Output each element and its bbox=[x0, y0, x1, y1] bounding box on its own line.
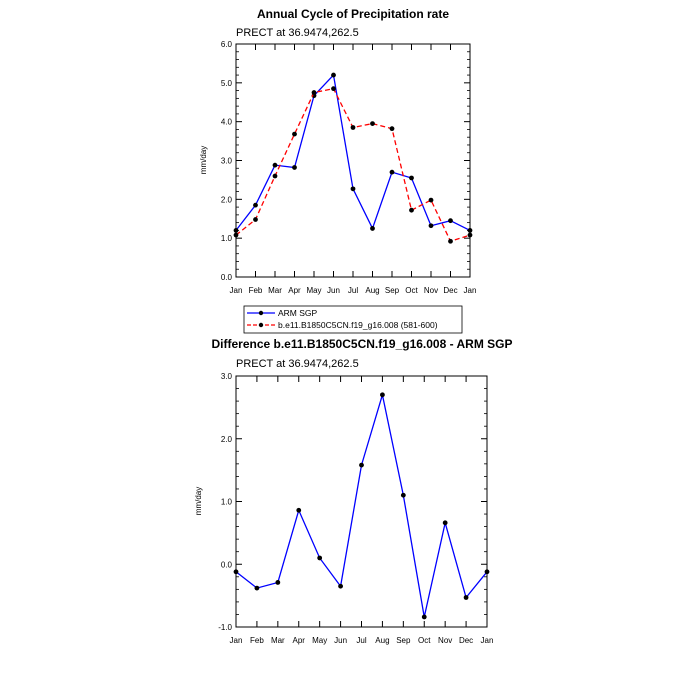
chart1-series-1-point bbox=[370, 226, 375, 231]
chart1-ytick-label: 0.0 bbox=[221, 273, 233, 282]
chart1-series-1-point bbox=[253, 202, 258, 208]
chart1-series-1-point bbox=[272, 162, 278, 168]
chart1-ytick-label: 3.0 bbox=[221, 157, 233, 166]
chart2-ytick-label: 3.0 bbox=[221, 372, 233, 381]
chart1-xtick-label: May bbox=[306, 286, 321, 295]
chart1-xtick-label: Apr bbox=[288, 286, 301, 295]
chart2-series-1-point bbox=[338, 583, 343, 589]
chart1-xtick-label: Jan bbox=[464, 286, 477, 295]
chart2-series-1-point bbox=[254, 585, 260, 591]
chart1-series-2-point bbox=[311, 90, 317, 95]
chart1-series-1-point bbox=[292, 165, 297, 170]
chart1-xtick-label: Mar bbox=[268, 286, 282, 295]
chart1-frame bbox=[235, 43, 471, 278]
chart2-series-1-point bbox=[442, 520, 448, 526]
chart1-xtick-label: Sep bbox=[385, 286, 400, 295]
chart2-ytick-label: 0.0 bbox=[221, 560, 233, 569]
chart2-ytick-label: -1.0 bbox=[218, 623, 232, 632]
chart1-series-2-point bbox=[253, 217, 258, 222]
chart2-series-1-point bbox=[359, 462, 364, 468]
chart1-xtick-label: Feb bbox=[249, 286, 263, 295]
chart1-series-1-point bbox=[389, 169, 395, 175]
chart1-xtick-label: Jun bbox=[327, 286, 340, 295]
chart1-series-line-1 bbox=[235, 73, 471, 231]
chart2-xtick-label: Feb bbox=[250, 636, 264, 645]
chart1-series-1-point bbox=[331, 72, 336, 78]
chart2-series-1-point bbox=[463, 595, 469, 600]
legend-arm-label: ARM SGP bbox=[278, 308, 318, 318]
chart-difference: Difference b.e11.B1850C5CN.f19_g16.008 -… bbox=[194, 337, 513, 645]
chart2-xtick-label: May bbox=[312, 636, 327, 645]
chart2-xtick-label: Jul bbox=[356, 636, 366, 645]
chart2-ytick-label: 2.0 bbox=[221, 435, 233, 444]
chart1-xtick-label: Nov bbox=[424, 286, 438, 295]
chart1-series-2-point bbox=[370, 121, 375, 127]
chart1-axes: 0.0 1.0 2.0 3.0 4.0 5.0 6.0 Jan Feb Mar Apr May Jun J… bbox=[221, 40, 477, 295]
chart2-xtick-label: Nov bbox=[438, 636, 452, 645]
chart2-series-line-1 bbox=[235, 394, 488, 618]
chart1-plot-area bbox=[233, 72, 473, 244]
chart2-xtick-label: Jun bbox=[334, 636, 347, 645]
chart1-ytick-label: 6.0 bbox=[221, 40, 233, 49]
chart1-series-1-point bbox=[428, 223, 434, 229]
chart1-xtick-label: Jan bbox=[230, 286, 243, 295]
legend-model-label: b.e11.B1850C5CN.f19_g16.008 (581-600) bbox=[278, 320, 438, 330]
chart2-series-1-point bbox=[421, 614, 427, 620]
chart1-ytick-label: 5.0 bbox=[221, 79, 233, 88]
chart2-xtick-label: Sep bbox=[396, 636, 411, 645]
chart1-series-2-point bbox=[272, 173, 278, 179]
chart1-series-2-point bbox=[389, 126, 395, 132]
chart2-ylabel: mm/day bbox=[194, 487, 203, 515]
chart2-xtick-label: Aug bbox=[375, 636, 389, 645]
chart1-ytick-label: 4.0 bbox=[221, 118, 233, 127]
chart2-series-1-point bbox=[400, 492, 406, 498]
chart2-title: Difference b.e11.B1850C5CN.f19_g16.008 -… bbox=[211, 337, 512, 351]
chart1-series-2-point bbox=[428, 197, 434, 203]
chart1-series-2-point bbox=[331, 86, 336, 92]
chart1-xtick-label: Oct bbox=[405, 286, 418, 295]
chart2-xtick-label: Oct bbox=[418, 636, 431, 645]
chart2-xtick-label: Jan bbox=[230, 636, 243, 645]
chart1-ytick-label: 1.0 bbox=[221, 234, 233, 243]
chart1-series-1-point bbox=[448, 218, 453, 224]
chart2-ytick-label: 1.0 bbox=[221, 498, 233, 507]
chart1-subtitle: PRECT at 36.9474,262.5 bbox=[236, 27, 359, 39]
chart2-plot-area bbox=[233, 392, 490, 620]
legend-model-marker bbox=[258, 322, 264, 328]
chart2-xtick-label: Dec bbox=[459, 636, 473, 645]
chart2-subtitle: PRECT at 36.9474,262.5 bbox=[236, 358, 359, 370]
chart1-series-2-point bbox=[448, 238, 453, 244]
chart2-frame bbox=[235, 375, 488, 628]
chart1-series-1-point bbox=[350, 186, 356, 192]
chart2-series-1-point bbox=[296, 507, 302, 513]
chart1-xtick-label: Dec bbox=[443, 286, 457, 295]
chart1-series-2-point bbox=[409, 207, 414, 213]
chart1-ylabel: mm/day bbox=[199, 146, 208, 174]
chart2-series-1-point bbox=[380, 392, 385, 398]
chart1-title: Annual Cycle of Precipitation rate bbox=[257, 7, 449, 21]
chart2-xtick-label: Mar bbox=[271, 636, 285, 645]
chart1-xtick-label: Aug bbox=[365, 286, 379, 295]
chart1-series-1-point bbox=[409, 175, 414, 181]
chart2-xtick-label: Jan bbox=[481, 636, 494, 645]
chart2-series-1-point bbox=[275, 580, 281, 585]
chart2-axes: -1.0 0.0 1.0 2.0 3.0 Jan Feb Mar Apr May Jun Jul Aug… bbox=[218, 372, 493, 645]
chart-annual-cycle: Annual Cycle of Precipitation rate PRECT… bbox=[199, 7, 476, 295]
chart1-series-line-2 bbox=[235, 87, 471, 243]
chart2-series-1-point bbox=[317, 555, 323, 561]
chart1-legend: ARM SGP b.e11.B1850C5CN.f19_g16.008 (581… bbox=[243, 305, 463, 334]
chart1-xtick-label: Jul bbox=[348, 286, 358, 295]
chart1-series-2-point bbox=[292, 131, 297, 137]
chart2-xtick-label: Apr bbox=[293, 636, 306, 645]
legend-box bbox=[243, 305, 463, 334]
legend-arm-marker bbox=[258, 310, 264, 316]
chart1-ytick-label: 2.0 bbox=[221, 195, 233, 204]
chart1-series-2-point bbox=[350, 125, 356, 130]
